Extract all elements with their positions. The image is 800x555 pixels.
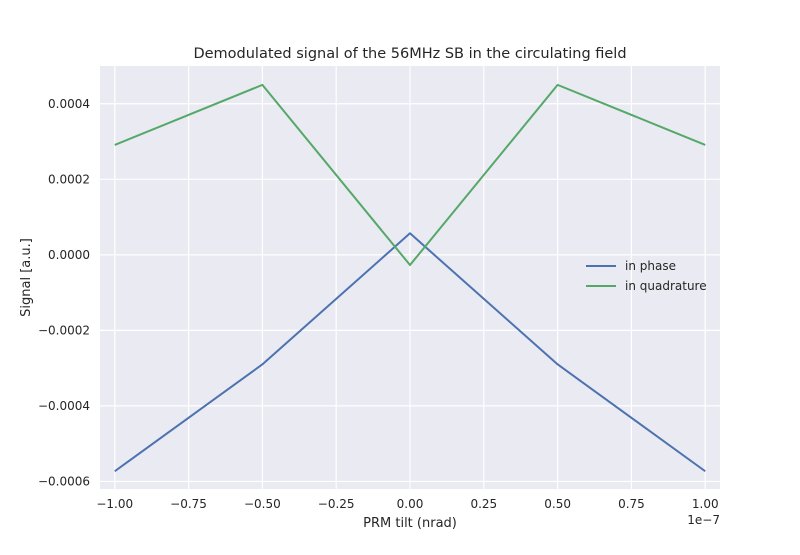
- y-tick-label: −0.0006: [38, 474, 90, 488]
- y-tick-label: 0.0004: [48, 97, 90, 111]
- tick-labels: −1.00 −0.75 −0.50 −0.25 0.00 0.25 0.50 0.75 1.00…: [38, 97, 719, 511]
- x-tick-label: 0.00: [397, 497, 424, 511]
- x-tick-label: 0.75: [618, 497, 645, 511]
- series-line-0: [114, 232, 706, 473]
- chart-title: Demodulated signal of the 56MHz SB in th…: [193, 46, 626, 62]
- series-layer: [114, 83, 706, 473]
- x-tick-label: 1.00: [692, 497, 719, 511]
- legend-label-0: in phase: [625, 259, 676, 273]
- x-axis-offset-label: 1e−7: [687, 513, 720, 527]
- series-line-1: [114, 83, 706, 267]
- x-tick-label: 0.25: [470, 497, 497, 511]
- y-axis-label: Signal [a.u.]: [19, 238, 34, 317]
- x-tick-label: −0.50: [244, 497, 281, 511]
- y-tick-label: 0.0002: [48, 172, 90, 186]
- y-tick-label: 0.0000: [48, 248, 90, 262]
- legend: in phase in quadrature: [586, 259, 707, 293]
- x-tick-label: −1.00: [96, 497, 133, 511]
- x-tick-label: −0.25: [318, 497, 355, 511]
- x-tick-label: 0.50: [544, 497, 571, 511]
- x-tick-label: −0.75: [170, 497, 207, 511]
- y-tick-label: −0.0004: [38, 399, 90, 413]
- x-axis-label: PRM tilt (nrad): [363, 516, 457, 531]
- legend-label-1: in quadrature: [625, 279, 707, 293]
- y-tick-label: −0.0002: [38, 323, 90, 337]
